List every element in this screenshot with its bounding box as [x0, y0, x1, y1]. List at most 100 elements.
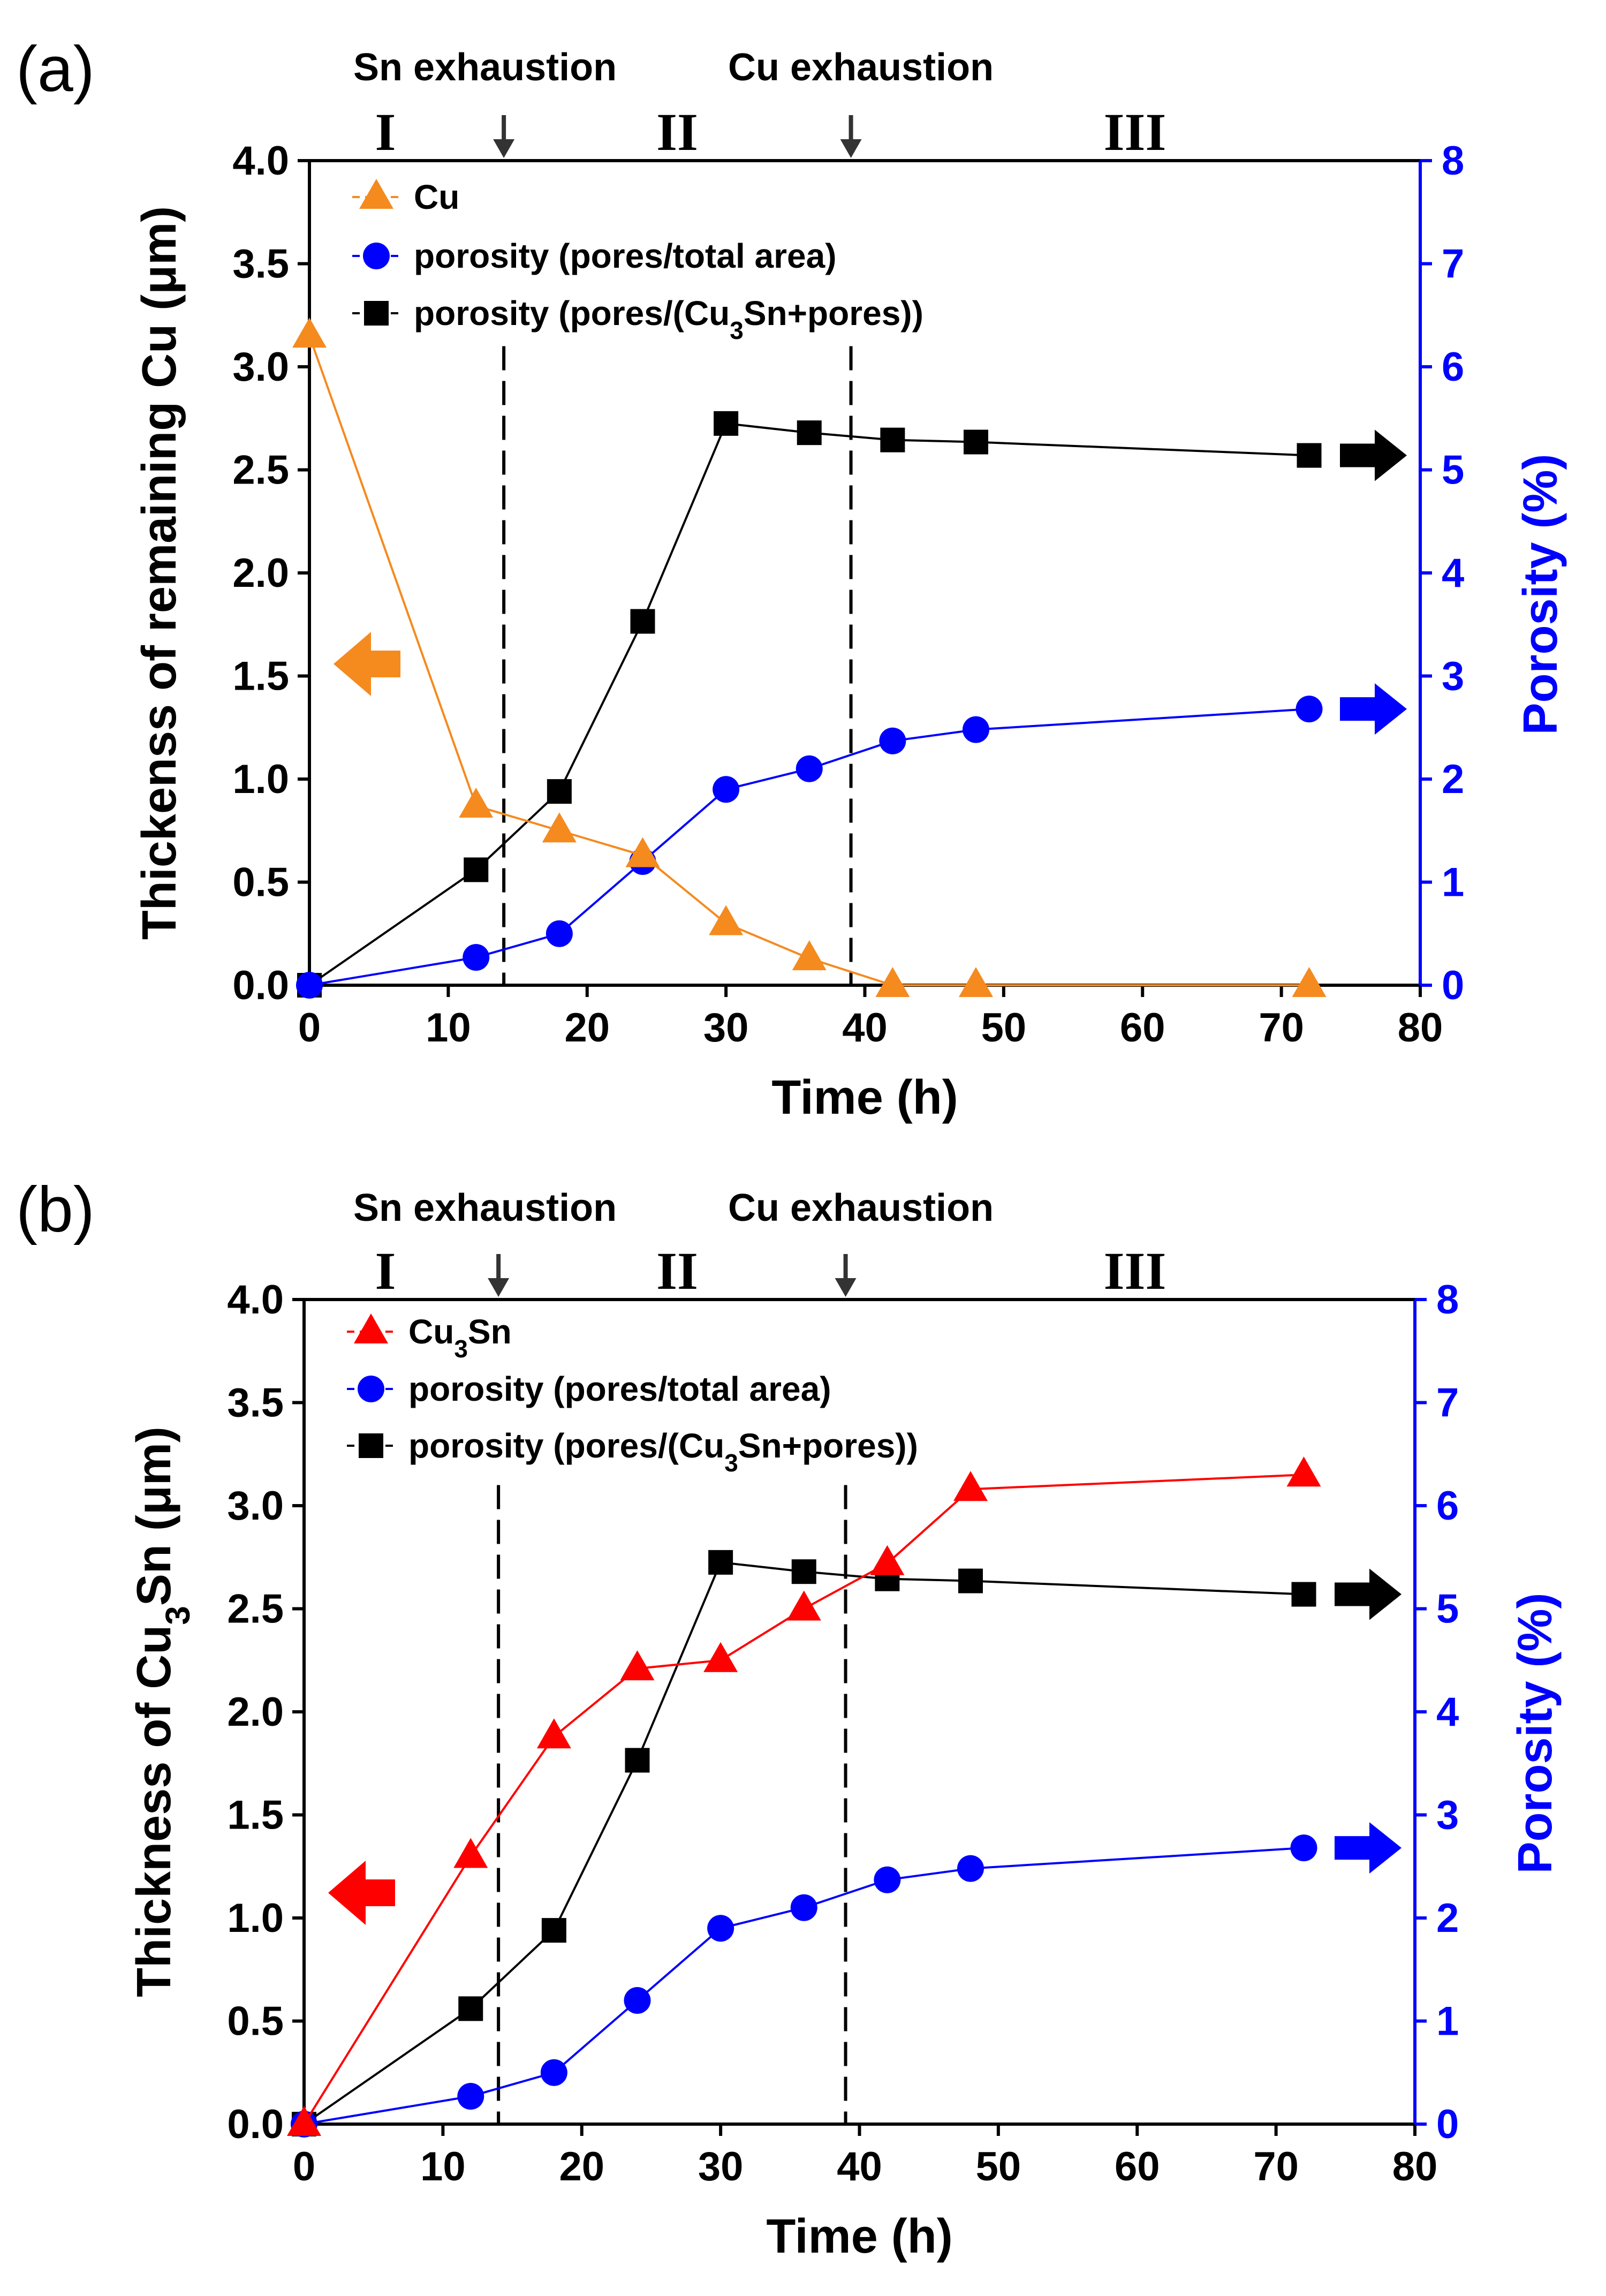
text-run: Thickness of Cu	[127, 1625, 181, 1997]
text-run: porosity (pores/total area)	[414, 237, 837, 275]
series-square-point	[625, 1748, 650, 1773]
series-circle-point	[540, 2059, 567, 2086]
right-axis-direction-arrow-black	[1335, 1568, 1402, 1620]
series-triangle-point	[625, 837, 660, 867]
series-circle-point	[874, 1866, 901, 1893]
subscript: 3	[454, 1335, 468, 1363]
phase-label-cu-exhaustion: Cu exhaustion	[728, 1187, 994, 1229]
x-tick-label: 40	[837, 2144, 882, 2189]
series-square-point	[630, 609, 655, 634]
legend-marker	[359, 179, 393, 209]
panel-label: (a)	[16, 33, 95, 105]
y-tick-label: 0.0	[227, 2102, 284, 2147]
y-right-tick-label: 1	[1442, 860, 1464, 905]
y-right-axis-label: Porosity (%)	[1509, 1592, 1562, 1874]
y-tick-label: 0.5	[232, 860, 289, 905]
legend-marker	[358, 1376, 384, 1402]
series-triangle-point	[453, 1838, 488, 1868]
series-circle-line	[304, 1847, 1304, 2125]
left-axis-direction-arrow	[334, 632, 400, 696]
y-tick-label: 3.5	[227, 1380, 284, 1426]
y-right-tick-label: 3	[1436, 1793, 1459, 1838]
legend-label: porosity (pores/total area)	[408, 1370, 831, 1408]
series-circle-point	[463, 944, 490, 971]
y-tick-label: 1.5	[232, 654, 289, 699]
right-axis-direction-arrow-blue	[1335, 1822, 1402, 1874]
y-right-axis-label: Porosity (%)	[1514, 454, 1567, 735]
phase-roman-i: I	[375, 102, 396, 162]
phase-label-cu-exhaustion: Cu exhaustion	[728, 46, 994, 89]
y-right-tick-label: 4	[1436, 1689, 1459, 1735]
text-run: porosity (pores/(Cu	[414, 294, 730, 333]
y-right-tick-label: 8	[1442, 138, 1464, 184]
y-tick-label: 2.0	[232, 550, 289, 596]
phase-roman-iii: III	[1104, 1241, 1166, 1301]
text-run: Sn (μm)	[127, 1426, 181, 1606]
legend-marker	[359, 1433, 383, 1458]
series-circle-point	[963, 716, 989, 743]
text-run: porosity (pores/(Cu	[408, 1426, 724, 1465]
right-axis-direction-arrow-blue	[1340, 683, 1407, 735]
series-square-line	[303, 1561, 1304, 2125]
panel-label: (b)	[16, 1174, 95, 1245]
x-tick-label: 20	[559, 2144, 604, 2189]
x-axis-label: Time (h)	[771, 1071, 958, 1124]
series-square-point	[791, 1559, 816, 1584]
series-triangle-point	[536, 1718, 571, 1749]
legend-marker	[363, 243, 390, 269]
phase-arrow-head	[493, 139, 515, 158]
x-tick-label: 10	[426, 1005, 471, 1051]
y-tick-label: 1.5	[227, 1793, 284, 1838]
series-circle-point	[713, 776, 740, 803]
y-tick-label: 2.0	[227, 1689, 284, 1735]
series-triangle-point	[620, 1650, 655, 1681]
series-square-point	[708, 1550, 733, 1575]
legend-label: Cu3Sn	[408, 1312, 512, 1363]
series-triangle-point	[292, 318, 327, 348]
y-right-tick-label: 5	[1436, 1587, 1459, 1632]
x-tick-label: 80	[1398, 1005, 1443, 1051]
legend-marker	[354, 1313, 388, 1343]
y-axis-label: Thickness of Cu3Sn (μm)	[127, 1426, 197, 1997]
left-axis-direction-arrow	[328, 1861, 395, 1925]
y-right-tick-label: 6	[1436, 1483, 1459, 1529]
y-tick-label: 3.0	[227, 1483, 284, 1529]
series-triangle-point	[953, 1471, 988, 1501]
y-tick-label: 1.0	[227, 1895, 284, 1941]
series-square-point	[880, 427, 905, 452]
phase-label-sn-exhaustion: Sn exhaustion	[353, 46, 617, 89]
series-square-point	[458, 1996, 483, 2021]
series-triangle-point	[287, 2106, 321, 2136]
series-circle-point	[1296, 696, 1323, 723]
text-run: porosity (pores/total area)	[408, 1370, 831, 1408]
phase-roman-i: I	[375, 1241, 396, 1301]
legend-label: Cu	[414, 178, 459, 216]
phase-arrow-head	[488, 1278, 510, 1297]
y-tick-label: 4.0	[232, 138, 289, 184]
series-square-point	[714, 411, 739, 436]
series-circle-point	[957, 1855, 984, 1882]
x-tick-label: 10	[420, 2144, 466, 2189]
legend-label: porosity (pores/(Cu3Sn+pores))	[408, 1426, 918, 1477]
series-circle-point	[546, 920, 573, 947]
text-run: Sn	[468, 1312, 512, 1351]
y-tick-label: 2.5	[227, 1587, 284, 1632]
text-run: Sn+pores))	[744, 294, 923, 333]
series-circle-point	[1290, 1834, 1317, 1862]
x-tick-label: 60	[1115, 2144, 1160, 2189]
series-triangle-point	[870, 1545, 905, 1575]
x-tick-label: 40	[842, 1005, 888, 1051]
x-tick-label: 60	[1120, 1005, 1165, 1051]
legend-marker	[364, 301, 389, 326]
series-square-point	[541, 1918, 566, 1943]
y-right-tick-label: 5	[1442, 448, 1464, 493]
text-run: Cu	[408, 1312, 454, 1351]
subscript: 3	[158, 1606, 197, 1625]
y-tick-label: 3.0	[232, 344, 289, 390]
legend-label: porosity (pores/total area)	[414, 237, 837, 275]
series-triangle-point	[542, 812, 577, 843]
x-tick-label: 70	[1259, 1005, 1304, 1051]
